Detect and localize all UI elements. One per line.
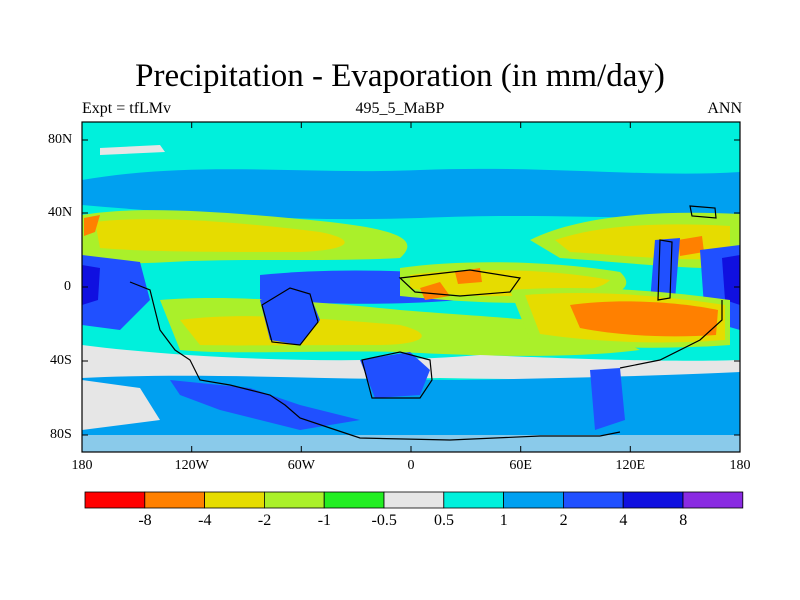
antarctic-blue-patch [590, 368, 625, 430]
lon-label-120w: 120W [174, 458, 209, 473]
colorbar-box [443, 491, 504, 509]
north-top-grey-strip [100, 145, 165, 155]
lon-label-180e: 180 [729, 458, 751, 473]
colorbar-label: 0.5 [434, 512, 454, 529]
period-label: 495_5_MaBP [355, 100, 445, 117]
lat-label-80s: 80S [50, 427, 72, 442]
lon-label-120e: 120E [615, 458, 646, 473]
colorbar-label: 1 [499, 512, 508, 529]
colorbar-box [563, 491, 624, 509]
lat-label-40s: 40S [50, 353, 72, 368]
east-blue-patch [650, 238, 680, 302]
colorbar-box [84, 491, 146, 509]
colorbar-label: -8 [138, 512, 152, 529]
lat-label-80n: 80N [48, 132, 73, 147]
equatorial-dark-east [722, 255, 740, 305]
central-orange-spots [420, 268, 482, 300]
colorbar-box [503, 491, 564, 509]
subtropic-orange-west [84, 215, 100, 236]
lon-label-180w: 180 [71, 458, 93, 473]
coastline-southeast [619, 300, 723, 369]
subtropic-orange-east [678, 236, 704, 256]
colorbar-label: -1 [317, 512, 332, 529]
antarctic-grey-patch [82, 380, 160, 430]
map-title: Precipitation - Evaporation (in mm/day) [135, 58, 665, 94]
season-label: ANN [707, 100, 742, 117]
lon-label-60e: 60E [509, 458, 532, 473]
lon-label-60w: 60W [287, 458, 315, 473]
coastline-east [657, 239, 673, 301]
colorbar-label: 4 [619, 512, 628, 529]
southern-ocean-mid-blue [170, 380, 360, 430]
far-south-grey [82, 435, 740, 452]
lat-label-eq: 0 [64, 279, 71, 294]
coastline-samerica [129, 281, 621, 441]
colorbar-box [682, 491, 744, 509]
coastline-northeast [689, 205, 717, 219]
colorbar-box [323, 491, 385, 509]
colorbar-box [622, 491, 684, 509]
equatorial-dark-west [82, 265, 100, 305]
coastline-central [398, 269, 522, 297]
experiment-label: Expt = tfLMv [82, 100, 172, 117]
coastline-australia [361, 351, 433, 399]
southeast-orange-band [570, 301, 718, 337]
australia-blue-patch [360, 352, 430, 398]
colorbar-label: 2 [559, 512, 568, 529]
colorbar-label: 8 [679, 512, 688, 529]
colorbar [84, 491, 744, 509]
colorbar-label: -4 [198, 512, 212, 529]
coastlines [129, 205, 723, 441]
colorbar-label: -2 [257, 512, 272, 529]
lat-label-40n: 40N [48, 205, 73, 220]
colorbar-box [383, 491, 445, 509]
samerica-blue-patch [260, 290, 320, 345]
lon-label-0: 0 [407, 458, 415, 473]
axis-ticks [82, 122, 740, 452]
colorbar-label: -0.5 [371, 512, 397, 529]
colorbar-box [144, 491, 206, 509]
subtropic-yellow-west [95, 219, 345, 252]
colorbar-box [204, 491, 265, 509]
contour-field [82, 122, 740, 452]
colorbar-box [263, 491, 325, 509]
coastline-samerica-patch [261, 287, 319, 346]
north-blue-band [82, 168, 740, 220]
